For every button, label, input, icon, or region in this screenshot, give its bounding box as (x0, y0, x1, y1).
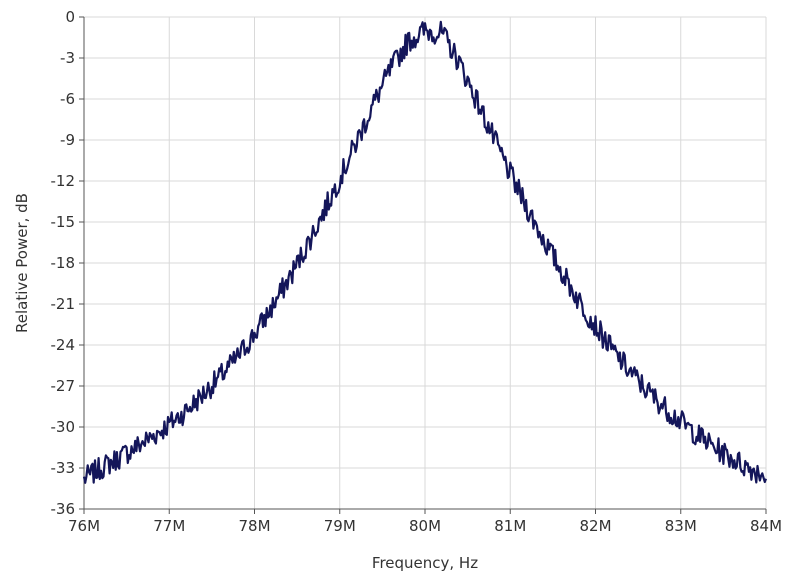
x-axis-label: Frequency, Hz (372, 554, 478, 572)
y-tick-label: -6 (60, 90, 75, 108)
axes-layer (79, 16, 767, 514)
y-tick-label: -36 (51, 500, 76, 518)
x-tick-label: 83M (665, 517, 697, 535)
y-tick-label: 0 (65, 8, 75, 26)
x-tick-label: 81M (494, 517, 526, 535)
y-tick-label: -12 (51, 172, 76, 190)
x-tick-label: 84M (750, 517, 782, 535)
y-axis-label: Relative Power, dB (13, 193, 31, 333)
y-tick-label: -33 (51, 459, 76, 477)
y-tick-label: -24 (51, 336, 76, 354)
y-tick-label: -21 (51, 295, 76, 313)
y-tick-label: -27 (51, 377, 76, 395)
y-tick-label: -15 (51, 213, 76, 231)
x-tick-label: 78M (238, 517, 270, 535)
series-line (82, 20, 768, 484)
series-layer (82, 20, 768, 484)
x-tick-label: 80M (409, 517, 441, 535)
x-tick-label: 77M (153, 517, 185, 535)
x-tick-label: 76M (68, 517, 100, 535)
x-tick-label: 82M (579, 517, 611, 535)
tick-labels: 76M 77M 78M 79M 80M 81M 82M 83M 84M 0 -3 -6 -9 -12 -15… (51, 8, 783, 535)
y-tick-label: -30 (51, 418, 76, 436)
y-tick-label: -18 (51, 254, 76, 272)
y-tick-label: -9 (60, 131, 75, 149)
x-tick-label: 79M (324, 517, 356, 535)
y-tick-label: -3 (60, 49, 75, 67)
